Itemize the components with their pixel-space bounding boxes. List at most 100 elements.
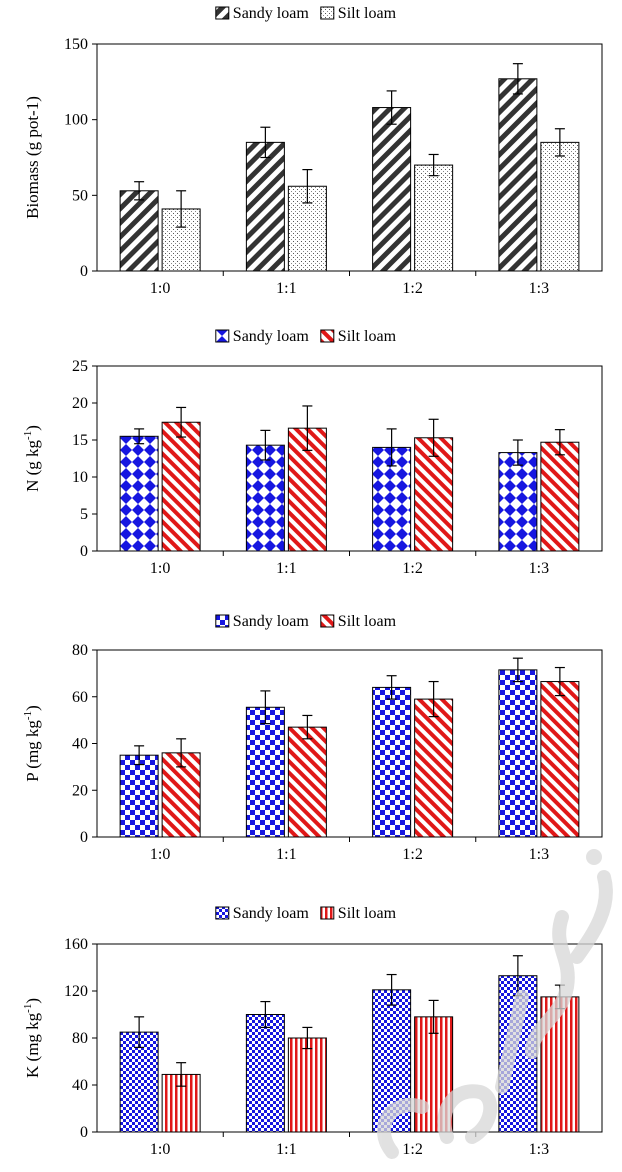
y-axis-label-superscript: -1 [22, 431, 34, 440]
bar-sandy-loam [498, 452, 538, 552]
y-axis-label-close: ) [23, 998, 42, 1004]
y-axis-label-text: Biomass (g pot-1) [23, 96, 42, 219]
x-tick-label: 1:2 [402, 560, 422, 577]
y-axis-label: N (g kg-1) [22, 425, 42, 492]
x-tick-label: 1:3 [529, 1141, 549, 1158]
y-tick-label: 150 [64, 36, 88, 53]
x-tick-label: 1:0 [150, 280, 170, 297]
legend: Sandy loam Silt loam [215, 905, 397, 922]
legend: Sandy loam Silt loam [215, 328, 397, 345]
bar-sandy-loam [245, 1014, 285, 1133]
legend-label: Sandy loam [233, 613, 310, 630]
bar-silt-loam [161, 421, 201, 552]
legend-swatch-sandy-loam [215, 329, 230, 343]
legend-label: Sandy loam [233, 5, 310, 22]
legend-swatch-sandy-loam [215, 906, 230, 920]
bar-silt-loam [540, 141, 580, 272]
x-tick-label: 1:1 [276, 846, 296, 863]
y-tick-label: 50 [72, 187, 88, 204]
bar-sandy-loam [119, 190, 159, 272]
y-tick-label: 25 [72, 358, 88, 375]
y-axis-label-text: N (g kg [23, 439, 42, 491]
legend: Sandy loam Silt loam [215, 613, 397, 630]
bar-sandy-loam [119, 435, 159, 552]
legend-swatch-silt-loam [320, 329, 335, 343]
y-tick-label: 40 [72, 736, 88, 753]
y-tick-label: 60 [72, 689, 88, 706]
x-tick-label: 1:3 [529, 280, 549, 297]
y-tick-label: 0 [80, 829, 88, 846]
y-axis-label: P (mg kg-1) [22, 705, 42, 782]
legend-label: Silt loam [338, 613, 397, 630]
y-tick-label: 5 [80, 506, 88, 523]
bar-silt-loam [540, 441, 580, 552]
bar-sandy-loam [119, 754, 159, 838]
y-tick-label: 160 [64, 936, 88, 953]
chart-panel-1: 0 5 10 15 20 25 N (g kg-1) 1:0 1:1 1:2 1:3 Sandy lo… [22, 328, 603, 577]
bar-silt-loam [540, 681, 580, 838]
y-axis-label-close: ) [23, 425, 42, 431]
x-tick-label: 1:2 [402, 280, 422, 297]
bar-sandy-loam [498, 78, 538, 272]
chart-panel-3: 0 40 80 120 160 K (mg kg-1) 1:0 1:1 1:2 1:3 Sandy … [22, 905, 603, 1158]
y-tick-label: 0 [80, 543, 88, 560]
legend-swatch-silt-loam [320, 906, 335, 920]
legend-swatch-silt-loam [320, 614, 335, 628]
x-tick-label: 1:1 [276, 1141, 296, 1158]
bar-sandy-loam [498, 669, 538, 838]
bar-sandy-loam [372, 686, 412, 838]
y-axis-label-close: ) [23, 705, 42, 711]
bar-silt-loam [414, 698, 454, 838]
legend-swatch-sandy-loam [215, 614, 230, 628]
x-tick-label: 1:0 [150, 1141, 170, 1158]
y-tick-label: 15 [72, 432, 88, 449]
y-tick-label: 40 [72, 1077, 88, 1094]
legend-label: Sandy loam [233, 328, 310, 345]
bar-sandy-loam [119, 1031, 159, 1133]
bar-sandy-loam [245, 444, 285, 552]
legend-label: Silt loam [338, 5, 397, 22]
x-tick-label: 1:2 [402, 1141, 422, 1158]
y-tick-label: 0 [80, 263, 88, 280]
bar-silt-loam [287, 726, 327, 838]
legend-swatch-sandy-loam [215, 6, 230, 20]
bar-sandy-loam [372, 989, 412, 1133]
x-tick-label: 1:0 [150, 846, 170, 863]
bar-silt-loam [287, 1037, 327, 1133]
x-tick-label: 1:1 [276, 280, 296, 297]
y-tick-label: 80 [72, 1030, 88, 1047]
chart-panel-2: 0 20 40 60 80 P (mg kg-1) 1:0 1:1 1:2 1:3 Sandy lo… [22, 613, 603, 863]
y-tick-label: 80 [72, 642, 88, 659]
y-tick-label: 20 [72, 395, 88, 412]
x-tick-label: 1:3 [529, 846, 549, 863]
y-axis-label: K (mg kg-1) [22, 998, 42, 1078]
y-tick-label: 120 [64, 983, 88, 1000]
bar-silt-loam [414, 1016, 454, 1133]
legend-swatch-silt-loam [320, 6, 335, 20]
x-tick-label: 1:0 [150, 560, 170, 577]
legend-label: Silt loam [338, 905, 397, 922]
chart-panel-0: 0 50 100 150 Biomass (g pot-1) 1:0 1:1 1:2 1:3 Sa… [23, 5, 603, 297]
bar-sandy-loam [498, 975, 538, 1133]
bar-sandy-loam [245, 706, 285, 838]
y-axis-label-superscript: -1 [22, 1004, 34, 1013]
y-tick-label: 20 [72, 782, 88, 799]
y-axis-label: Biomass (g pot-1) [23, 96, 42, 219]
y-tick-label: 100 [64, 112, 88, 129]
x-tick-label: 1:1 [276, 560, 296, 577]
legend-label: Silt loam [338, 328, 397, 345]
bar-silt-loam [414, 164, 454, 272]
y-axis-label-text: K (mg kg [23, 1012, 42, 1078]
y-tick-label: 0 [80, 1124, 88, 1141]
x-tick-label: 1:3 [529, 560, 549, 577]
legend: Sandy loam Silt loam [215, 5, 397, 22]
bar-silt-loam [540, 996, 580, 1133]
bar-sandy-loam [372, 107, 412, 272]
bar-sandy-loam [245, 141, 285, 272]
y-axis-label-text: P (mg kg [23, 720, 42, 782]
y-axis-label-superscript: -1 [22, 711, 34, 720]
y-tick-label: 10 [72, 469, 88, 486]
x-tick-label: 1:2 [402, 846, 422, 863]
